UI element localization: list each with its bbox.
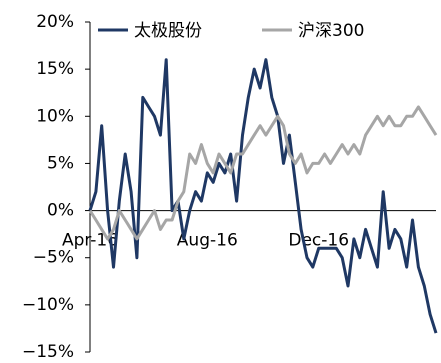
y-tick-label: 10% (36, 106, 74, 126)
series-line (88, 105, 438, 241)
legend: 太极股份 沪深300 (98, 21, 364, 41)
series-line (88, 58, 438, 334)
x-tick-label: Aug-16 (177, 231, 238, 251)
y-tick-label: 0% (47, 201, 74, 221)
y-tick-label: −15% (22, 342, 74, 362)
y-tick-label: −5% (33, 248, 74, 268)
legend-label: 太极股份 (134, 21, 202, 41)
y-tick-label: 15% (36, 59, 74, 79)
y-tick-label: 5% (47, 153, 74, 173)
legend-label: 沪深300 (298, 21, 364, 41)
y-tick-label: 20% (36, 12, 74, 32)
y-tick-label: −10% (22, 295, 74, 315)
